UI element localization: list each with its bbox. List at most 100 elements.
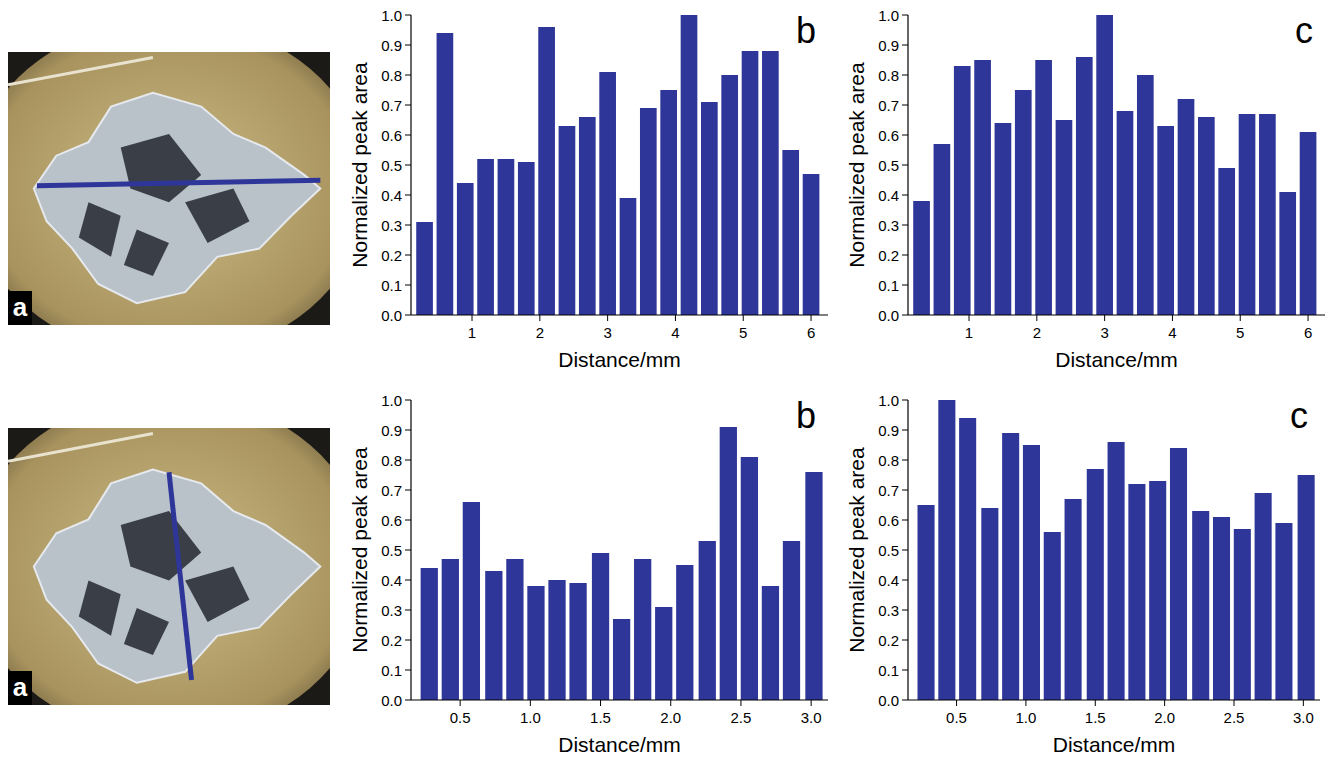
chart: 0.00.10.20.30.40.50.60.70.80.91.00.51.01… [348, 392, 828, 757]
sample-stage [8, 428, 330, 705]
bar [1234, 529, 1251, 700]
x-tick [969, 315, 970, 321]
x-tick-label: 0.5 [946, 709, 967, 726]
rock-shadow [185, 189, 249, 244]
rock-shadow [79, 580, 121, 635]
bar [457, 183, 474, 315]
x-tick [1240, 315, 1241, 321]
bar [442, 559, 459, 700]
x-tick-label: 1 [965, 324, 973, 341]
bar [1275, 523, 1292, 700]
y-tick-label: 0.3 [878, 217, 899, 234]
bar [1137, 75, 1154, 315]
x-tick-label: 4 [671, 324, 679, 341]
bar [634, 559, 651, 700]
y-tick [405, 460, 411, 461]
panel-label: a [13, 672, 28, 702]
label-box [8, 291, 32, 325]
x-tick-label: 6 [1304, 324, 1312, 341]
bar [579, 117, 596, 315]
x-tick [1095, 700, 1096, 706]
bar [506, 559, 523, 700]
bar [699, 541, 716, 700]
y-tick [902, 195, 908, 196]
rock-shadow [124, 608, 169, 655]
y-tick [405, 580, 411, 581]
x-tick [600, 700, 601, 706]
bar [660, 90, 677, 315]
y-tick-label: 0.7 [381, 482, 402, 499]
bar [721, 75, 738, 315]
y-tick-label: 0.8 [878, 452, 899, 469]
panel-label: a [13, 292, 28, 322]
x-tick-label: 2.5 [731, 709, 752, 726]
x-axis [908, 314, 1325, 315]
chart: 0.00.10.20.30.40.50.60.70.80.91.0123456D… [845, 7, 1325, 372]
y-tick [902, 490, 908, 491]
bar [1128, 484, 1145, 700]
bar [1300, 132, 1317, 315]
bar [592, 553, 609, 700]
rock-shadow [185, 567, 249, 622]
bar [1056, 120, 1073, 315]
y-tick [902, 700, 908, 701]
x-tick-label: 1.0 [520, 709, 541, 726]
rock-shadow [121, 134, 202, 202]
x-tick [740, 700, 741, 706]
y-tick [902, 15, 908, 16]
y-tick-label: 0.3 [381, 217, 402, 234]
bar [934, 144, 951, 315]
x-tick-label: 2.0 [660, 709, 681, 726]
rock-shadow [121, 511, 202, 580]
y-tick-label: 0.4 [878, 187, 899, 204]
bar [1259, 114, 1276, 315]
bar [655, 607, 672, 700]
bar [485, 571, 502, 700]
rock-sample [34, 470, 321, 683]
y-tick-label: 0.8 [381, 67, 402, 84]
y-tick [902, 580, 908, 581]
y-tick [902, 520, 908, 521]
bar [640, 108, 657, 315]
x-tick [1104, 315, 1105, 321]
bar [782, 150, 799, 315]
y-tick [405, 225, 411, 226]
bar [1023, 445, 1040, 700]
y-tick-label: 0.8 [381, 452, 402, 469]
y-tick-label: 0.6 [381, 127, 402, 144]
x-tick-label: 2.0 [1154, 709, 1175, 726]
bar [1170, 448, 1187, 700]
x-axis-title: Distance/mm [1053, 733, 1176, 756]
bar [416, 222, 433, 315]
sample-stage [8, 52, 330, 325]
bar [1117, 111, 1134, 315]
bar [559, 126, 576, 315]
bar [720, 427, 737, 700]
bar [681, 15, 698, 315]
x-tick [1172, 315, 1173, 321]
photo [8, 52, 330, 325]
x-tick [539, 315, 540, 321]
y-tick [405, 165, 411, 166]
y-tick [902, 430, 908, 431]
y-tick-label: 0.6 [381, 512, 402, 529]
bar [1087, 469, 1104, 700]
chart: 0.00.10.20.30.40.50.60.70.80.91.00.51.01… [845, 392, 1320, 757]
y-tick [902, 105, 908, 106]
bar [783, 541, 800, 700]
x-tick-label: 3 [1100, 324, 1108, 341]
x-tick [743, 315, 744, 321]
y-tick-label: 0.1 [381, 662, 402, 679]
y-tick [902, 640, 908, 641]
bar [437, 33, 454, 315]
x-tick [1303, 700, 1304, 706]
bar [1035, 60, 1052, 315]
bar [1255, 493, 1272, 700]
bar [518, 162, 535, 315]
scan-line [37, 180, 320, 185]
y-tick-label: 0.1 [381, 277, 402, 294]
bar [569, 583, 586, 700]
bar [1076, 57, 1093, 315]
bar [805, 472, 822, 700]
bar [498, 159, 515, 315]
